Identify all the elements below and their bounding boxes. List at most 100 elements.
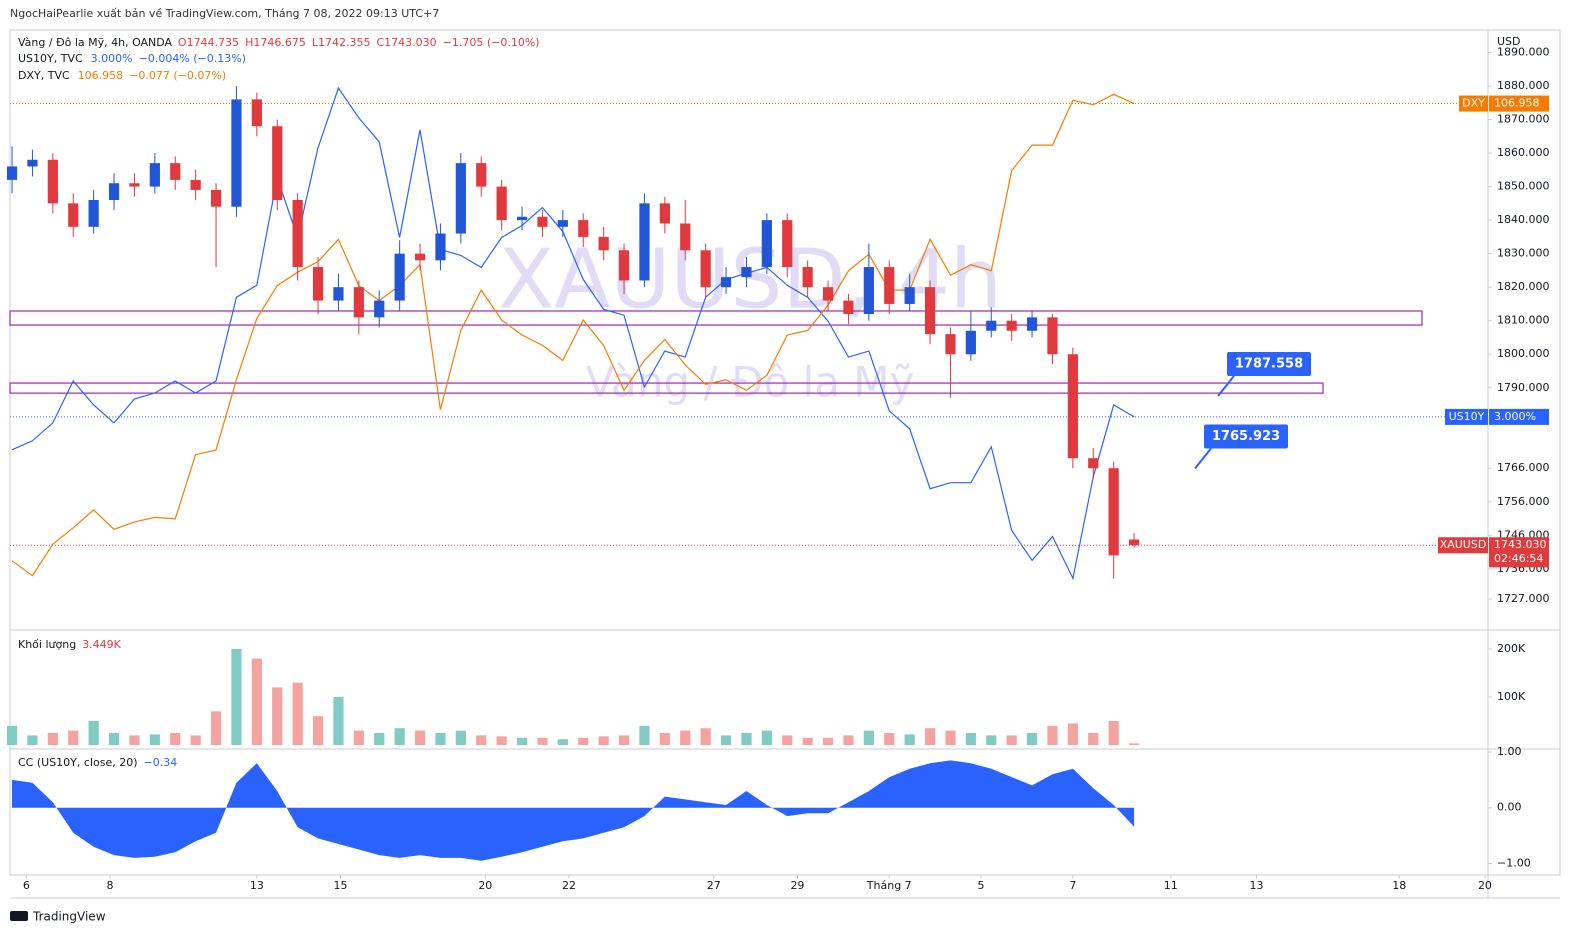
candle-body <box>537 216 548 227</box>
price-tag-value-label: 106.958 <box>1494 97 1540 110</box>
price-tag-name <box>1438 537 1488 554</box>
volume-bar <box>782 735 793 745</box>
volume-bar <box>27 735 38 745</box>
candle-body <box>1047 317 1058 355</box>
x-tick-label: 22 <box>562 879 576 892</box>
volume-tick-label: 200K <box>1497 642 1526 655</box>
indicator-title: CC (US10Y, close, 20) <box>18 756 138 769</box>
volume-bar <box>1108 720 1119 745</box>
series-line <box>11 86 1135 581</box>
candle-body <box>700 250 711 288</box>
candle-body <box>822 287 834 301</box>
series-last: 106.958 <box>78 69 124 82</box>
price-tag-name-label: DXY <box>1462 97 1485 110</box>
candle-body <box>659 203 670 224</box>
x-tick-label: 20 <box>1478 879 1492 892</box>
close-label: C1743.030 <box>376 36 436 49</box>
candle-body <box>1026 317 1038 331</box>
y-tick-label: 1830.000 <box>1497 247 1550 260</box>
dxy-legend: DXY, TVC 106.958 −0.077 (−0.07%) <box>18 69 226 82</box>
candle-body <box>496 186 507 221</box>
volume-bar <box>1067 723 1078 745</box>
candle-body <box>292 199 303 268</box>
volume-bar <box>476 735 487 745</box>
volume-bar <box>1026 732 1038 745</box>
volume-bar <box>741 732 752 745</box>
volume-bar <box>965 732 976 745</box>
candle-body <box>353 287 364 318</box>
y-tick-label: 1820.000 <box>1497 280 1550 293</box>
candle-body <box>1006 320 1017 331</box>
volume-bar <box>394 728 405 745</box>
candle-body <box>47 159 58 204</box>
price-tag-name <box>1445 408 1488 425</box>
candle-body <box>435 233 446 261</box>
candle-body <box>578 220 589 237</box>
candle-body <box>455 163 466 234</box>
candle-body <box>945 334 956 355</box>
candle-body <box>108 183 120 200</box>
volume-bar <box>455 730 466 745</box>
volume-bar <box>659 732 670 745</box>
volume-bar <box>251 658 262 745</box>
volume-bar <box>761 730 772 745</box>
candle-body <box>27 159 38 167</box>
y-tick-label: 1766.000 <box>1497 461 1550 474</box>
volume-last: 3.449K <box>82 638 121 651</box>
volume-bar <box>945 730 956 745</box>
footer-brand: TradingView <box>32 910 106 924</box>
watermark: XAUUSD, 4h <box>498 232 1002 327</box>
candle-body <box>802 267 813 288</box>
volume-bar <box>272 687 283 745</box>
x-tick-label: 7 <box>1069 879 1076 892</box>
x-tick-label: 5 <box>978 879 985 892</box>
x-tick-label: 13 <box>1249 879 1263 892</box>
candle-body <box>516 216 528 221</box>
y-tick-label: 1880.000 <box>1497 79 1550 92</box>
candle-body <box>761 220 772 268</box>
chart-frame <box>9 29 1561 876</box>
volume-bar <box>680 730 691 745</box>
indicator-last: −0.34 <box>144 756 178 769</box>
volume-bar <box>231 648 242 745</box>
indicator-tick-label: 1.00 <box>1497 745 1522 758</box>
candle-body <box>312 267 324 301</box>
price-tag-value-label: 1743.030 <box>1494 538 1547 551</box>
y-tick-label: 1810.000 <box>1497 314 1550 327</box>
watermark-subtitle: Vàng / Đô la Mỹ <box>586 358 915 407</box>
volume-bar <box>68 730 79 745</box>
candle-body <box>924 287 936 335</box>
y-tick-label: 1870.000 <box>1497 113 1550 126</box>
callout-box <box>1227 351 1311 376</box>
candle-body <box>863 267 874 314</box>
candle-body <box>333 287 344 301</box>
volume-bar <box>149 734 160 745</box>
volume-bar <box>6 725 18 745</box>
volume-bar <box>639 725 650 745</box>
volume-bar <box>129 735 140 745</box>
x-tick-label: Tháng 7 <box>866 879 912 892</box>
candle-body <box>272 126 283 200</box>
series-last: 3.000% <box>91 52 133 65</box>
volume-bar <box>904 734 915 745</box>
x-tick-label: 15 <box>333 879 347 892</box>
x-tick-label: 20 <box>478 879 492 892</box>
volume-title: Khối lượng <box>18 638 76 651</box>
x-tick-label: 6 <box>23 879 30 892</box>
candle-body <box>1108 468 1119 556</box>
volume-bar <box>1006 735 1017 745</box>
volume-bar <box>190 735 201 745</box>
zone <box>9 382 1324 394</box>
footer-logo <box>10 911 28 921</box>
candle-body <box>598 236 609 251</box>
symbol-title: Vàng / Đô la Mỹ, 4h, OANDA <box>18 36 173 49</box>
price-tag-value <box>1489 408 1549 425</box>
candle-body <box>904 287 915 304</box>
volume-bar <box>720 735 732 745</box>
candle-body <box>210 189 222 207</box>
volume-bar <box>47 732 58 745</box>
candle-body <box>374 300 385 318</box>
currency-label: USD <box>1497 35 1521 48</box>
